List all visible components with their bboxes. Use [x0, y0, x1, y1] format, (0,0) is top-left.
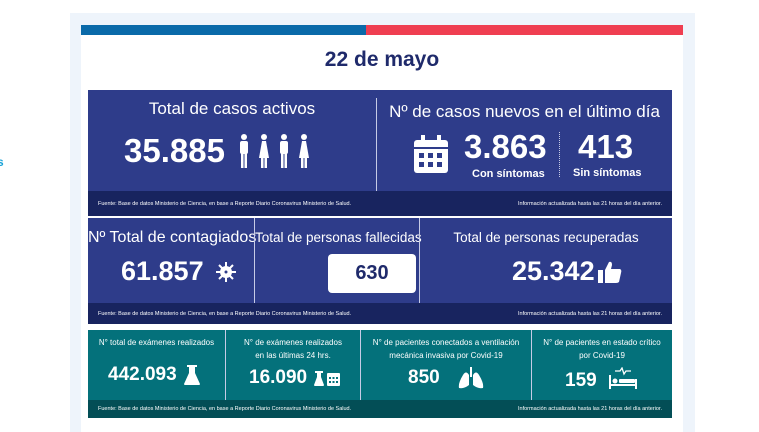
header-bar-red [366, 25, 683, 35]
ventilation-value: 850 [408, 367, 440, 388]
exams-total-label: N° total de exámenes realizados [98, 338, 215, 347]
exams-panel: N° total de exámenes realizados 442.093 … [88, 330, 672, 400]
critical-label-line2: por Covid-19 [579, 351, 625, 360]
divider [254, 218, 255, 303]
flask-icon [183, 365, 200, 385]
ventilation-label-line1: N° de pacientes conectados a ventilación [372, 338, 520, 347]
active-cases-label: Total de casos activos [148, 99, 316, 118]
new-cases-label: Nº de casos nuevos en el último día [389, 102, 660, 121]
panel-footer: Fuente: Base de datos Ministerio de Cien… [88, 303, 672, 324]
critical-label: N° de pacientes en estado crítico por Cov… [532, 336, 672, 362]
totals-panel: Nº Total de contagiados 61.857 Total de … [88, 218, 672, 303]
lungs-icon [458, 367, 483, 389]
total-infected-value: 61.857 [121, 256, 204, 286]
divider [419, 218, 420, 303]
header-bar-blue [81, 25, 366, 35]
without-symptoms-value: 413 [578, 128, 634, 165]
with-symptoms-value: 3.863 [464, 128, 547, 165]
deaths-value: 630 [328, 254, 416, 293]
recovered-value: 25.342 [512, 256, 595, 286]
critical-label-line1: N° de pacientes en estado crítico [543, 338, 661, 347]
date-title: 22 de mayo [324, 48, 440, 71]
people-icon [239, 134, 309, 168]
exams-24h-label: N° de exámenes realizados en las últimas … [226, 336, 360, 362]
update-note: Información actualizada hasta las 21 hor… [517, 406, 662, 412]
with-symptoms-label: Con síntomas [472, 168, 545, 180]
exams-total-value: 442.093 [108, 364, 177, 385]
panel-footer: Fuente: Base de datos Ministerio de Cien… [88, 400, 672, 418]
exams-24h-label-line1: N° de exámenes realizados [244, 338, 342, 347]
panel-footer: Fuente: Base de datos Ministerio de Cien… [88, 191, 672, 216]
divider [360, 330, 361, 400]
divider [559, 132, 560, 177]
exams-24h-label-line2: en las últimas 24 hrs. [255, 351, 331, 360]
ventilation-label: N° de pacientes conectados a ventilación… [361, 336, 531, 362]
thumbs-up-icon [597, 261, 621, 283]
active-new-cases-panel: Total de casos activos 35.885 Nº de caso… [88, 90, 672, 191]
total-infected-label: Nº Total de contagiados [88, 229, 257, 246]
recovered-label: Total de personas recuperadas [453, 230, 639, 245]
source-note: Fuente: Base de datos Ministerio de Cien… [98, 310, 352, 317]
flask-calendar-icon [314, 370, 341, 386]
update-note: Información actualizada hasta las 21 hor… [517, 200, 662, 207]
hospital-bed-icon [608, 367, 637, 389]
exams-24h-value: 16.090 [249, 367, 308, 388]
critical-value: 159 [565, 370, 597, 391]
update-note: Información actualizada hasta las 21 hor… [517, 310, 662, 317]
divider [531, 330, 532, 400]
divider [376, 98, 377, 191]
calendar-icon [414, 135, 448, 173]
source-note: Fuente: Base de datos Ministerio de Cien… [98, 200, 352, 207]
ventilation-label-line2: mecánica invasiva por Covid-19 [389, 351, 503, 360]
active-cases-value: 35.885 [124, 132, 225, 169]
source-note: Fuente: Base de datos Ministerio de Cien… [98, 406, 352, 412]
without-symptoms-label: Sin síntomas [573, 167, 642, 179]
deaths-label: Total de personas fallecidas [255, 230, 422, 245]
divider [225, 330, 226, 400]
partial-text-fragment: s [0, 155, 4, 169]
virus-icon [215, 261, 236, 282]
